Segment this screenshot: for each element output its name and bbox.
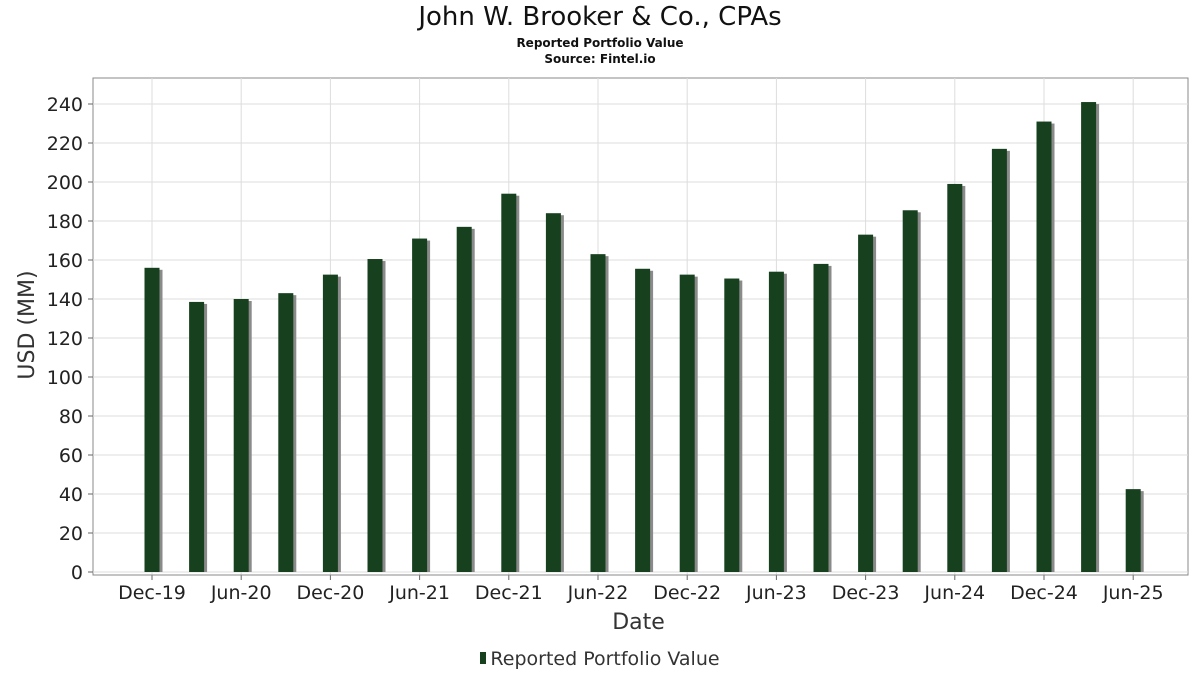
bar	[590, 254, 606, 572]
bar	[679, 274, 695, 572]
bar	[858, 234, 874, 572]
x-tick-label: Jun-23	[745, 582, 807, 604]
y-tick-label: 0	[71, 562, 83, 584]
x-tick-label: Jun-21	[388, 582, 450, 604]
chart-subtitle: Reported Portfolio Value	[516, 36, 684, 50]
x-tick-label: Dec-24	[1010, 582, 1078, 604]
x-tick-label: Dec-21	[475, 582, 543, 604]
x-tick-label: Jun-24	[923, 582, 985, 604]
bar	[1125, 489, 1141, 572]
y-tick-label: 160	[47, 250, 83, 272]
y-tick-label: 100	[47, 367, 83, 389]
x-tick-label: Jun-22	[567, 582, 629, 604]
x-tick-label: Dec-19	[118, 582, 186, 604]
bar	[189, 301, 205, 572]
bar	[501, 193, 517, 572]
x-tick-label: Dec-22	[653, 582, 721, 604]
y-tick-label: 120	[47, 328, 83, 350]
y-tick-label: 60	[59, 445, 83, 467]
y-tick-label: 240	[47, 94, 83, 116]
x-axis-label: Date	[612, 610, 665, 635]
bar	[947, 183, 963, 572]
x-tick-label: Dec-23	[832, 582, 900, 604]
bar	[144, 267, 160, 572]
bar	[545, 213, 561, 572]
y-tick-label: 140	[47, 289, 83, 311]
bar	[367, 259, 383, 572]
chart-title: John W. Brooker & Co., CPAs	[418, 2, 782, 32]
y-tick-label: 20	[59, 523, 83, 545]
bar	[1036, 121, 1052, 573]
bar	[768, 271, 784, 572]
bar	[724, 278, 740, 572]
y-tick-label: 200	[47, 172, 83, 194]
y-tick-label: 80	[59, 406, 83, 428]
bar	[412, 238, 428, 573]
bar	[456, 226, 472, 572]
bar	[991, 148, 1007, 572]
x-tick-label: Jun-25	[1102, 582, 1164, 604]
bar	[902, 210, 918, 572]
legend-label: Reported Portfolio Value	[490, 648, 720, 670]
y-tick-label: 220	[47, 133, 83, 155]
chart-source: Source: Fintel.io	[544, 52, 656, 66]
x-tick-label: Dec-20	[296, 582, 364, 604]
bar	[1081, 102, 1097, 573]
x-tick-label: Jun-20	[210, 582, 272, 604]
legend: Reported Portfolio Value	[0, 648, 1200, 670]
bar	[322, 274, 338, 572]
bar	[813, 263, 829, 572]
y-tick-label: 40	[59, 484, 83, 506]
bar	[233, 299, 249, 572]
y-tick-label: 180	[47, 211, 83, 233]
y-axis-label: USD (MM)	[15, 270, 40, 379]
legend-swatch	[480, 651, 487, 664]
bar	[635, 268, 651, 572]
bar	[278, 293, 294, 572]
